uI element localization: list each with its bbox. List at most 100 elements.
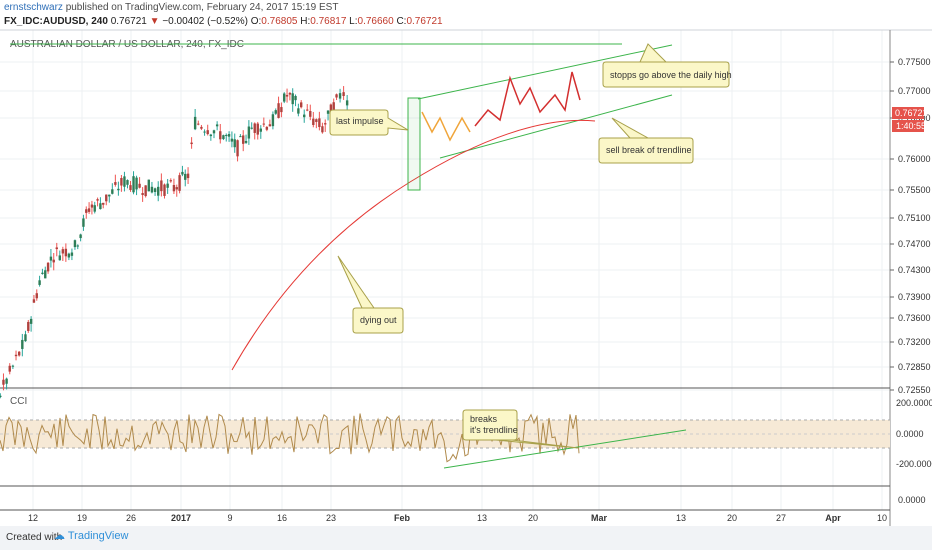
- candle-body: [24, 334, 27, 342]
- cci-label: CCI: [10, 396, 27, 407]
- callout-sell-text: sell break of trendline: [606, 145, 692, 155]
- cci-trendline: [443, 429, 687, 469]
- candle-body: [150, 186, 154, 193]
- date-tick-label: Feb: [394, 513, 411, 523]
- candle-body: [242, 135, 245, 144]
- candle-body: [345, 100, 349, 106]
- candle-body: [160, 180, 163, 192]
- zigzag-orange: [421, 111, 471, 142]
- candle-body: [0, 395, 2, 398]
- candle-body: [138, 183, 141, 188]
- low-label: L:: [349, 16, 358, 27]
- candle-body: [342, 92, 345, 97]
- date-tick-label: 2017: [171, 513, 191, 523]
- candle-body: [312, 118, 315, 125]
- candle-body: [225, 134, 228, 136]
- candle-body: [318, 118, 321, 128]
- impulse-box: [407, 97, 421, 191]
- candle-body: [190, 142, 193, 145]
- date-tick-label: 12: [28, 513, 38, 523]
- callout-breaks: [462, 409, 579, 449]
- candle-body: [265, 126, 269, 130]
- candle-body: [55, 247, 58, 250]
- candle-body: [5, 378, 8, 384]
- candle-body: [87, 208, 91, 212]
- candle-body: [32, 299, 36, 303]
- price-tick-label: 0.74300: [898, 265, 931, 275]
- candle-body: [8, 365, 11, 372]
- candle-body: [144, 185, 147, 197]
- down-arrow-icon: ▼: [149, 16, 160, 27]
- candle-body: [52, 259, 55, 263]
- candle-body: [73, 240, 77, 248]
- callout-dying: [337, 255, 404, 334]
- candle-body: [49, 256, 53, 261]
- candle-body: [61, 249, 65, 254]
- date-tick-label: Mar: [591, 513, 608, 523]
- last-price-tag-text: 0.76721: [895, 108, 928, 118]
- cci-tick-label: -200.0000: [896, 459, 932, 469]
- candle-body: [303, 114, 306, 118]
- tradingview-logo[interactable]: ☁ TradingView: [54, 530, 129, 542]
- candle-body: [169, 180, 172, 182]
- candle-body: [17, 351, 21, 356]
- candle-body: [299, 102, 303, 108]
- candle-body: [291, 93, 294, 105]
- candle-body: [209, 134, 213, 137]
- candle-body: [123, 176, 126, 187]
- price-tick-label: 0.75100: [898, 213, 931, 223]
- candle-body: [297, 108, 300, 114]
- candle-body: [166, 183, 169, 188]
- candle-body: [41, 272, 44, 274]
- date-tick-label: 20: [528, 513, 538, 523]
- candle-body: [21, 339, 24, 349]
- candle-body: [58, 255, 61, 261]
- callout-dying-text: dying out: [360, 315, 397, 325]
- candle-body: [253, 123, 256, 133]
- callout-breaks-text-line1: breaks: [470, 414, 498, 424]
- channel-bottom-line: [439, 94, 673, 159]
- candle-body: [197, 123, 200, 125]
- price-tick-label: 0.77500: [898, 57, 931, 67]
- candle-body: [178, 175, 181, 191]
- date-tick-label: 10: [877, 513, 887, 523]
- candle-body: [193, 116, 197, 130]
- candle-body: [244, 140, 248, 143]
- candle-body: [147, 179, 150, 192]
- candle-body: [277, 103, 280, 118]
- tradingview-brand: TradingView: [67, 530, 129, 542]
- callout-stops: [602, 43, 730, 88]
- countdown-tag: [892, 120, 924, 132]
- candle-body: [186, 173, 190, 179]
- price-axis: 0.775000.770000.765000.760000.755000.751…: [890, 57, 931, 395]
- candle-body: [206, 130, 209, 135]
- candle-body: [215, 124, 219, 127]
- high-value: 0.76817: [310, 16, 347, 27]
- candle-body: [11, 365, 15, 367]
- date-tick-label: 13: [477, 513, 487, 523]
- candle-body: [76, 245, 79, 247]
- candle-body: [27, 321, 30, 331]
- candle-body: [326, 110, 330, 114]
- candle-body: [117, 188, 120, 191]
- candle-body: [35, 293, 38, 299]
- candle-body: [108, 194, 111, 197]
- candle-body: [227, 134, 231, 137]
- open-value: 0.76805: [261, 16, 298, 27]
- candle-body: [324, 123, 327, 125]
- candle-body: [70, 252, 74, 256]
- candle-body: [236, 140, 239, 157]
- candle-body: [135, 177, 138, 190]
- author-link[interactable]: ernstschwarz: [4, 2, 63, 13]
- candle-body: [79, 234, 82, 239]
- zigzag-red: [474, 71, 581, 127]
- candle-body: [93, 205, 96, 212]
- candle-body: [321, 126, 324, 133]
- close-value: 0.76721: [406, 16, 443, 27]
- candle-body: [99, 203, 102, 210]
- candle-body: [82, 218, 85, 227]
- candle-body: [200, 126, 203, 129]
- price-change: −0.00402 (−0.52%): [162, 16, 248, 27]
- candle-body: [212, 130, 216, 134]
